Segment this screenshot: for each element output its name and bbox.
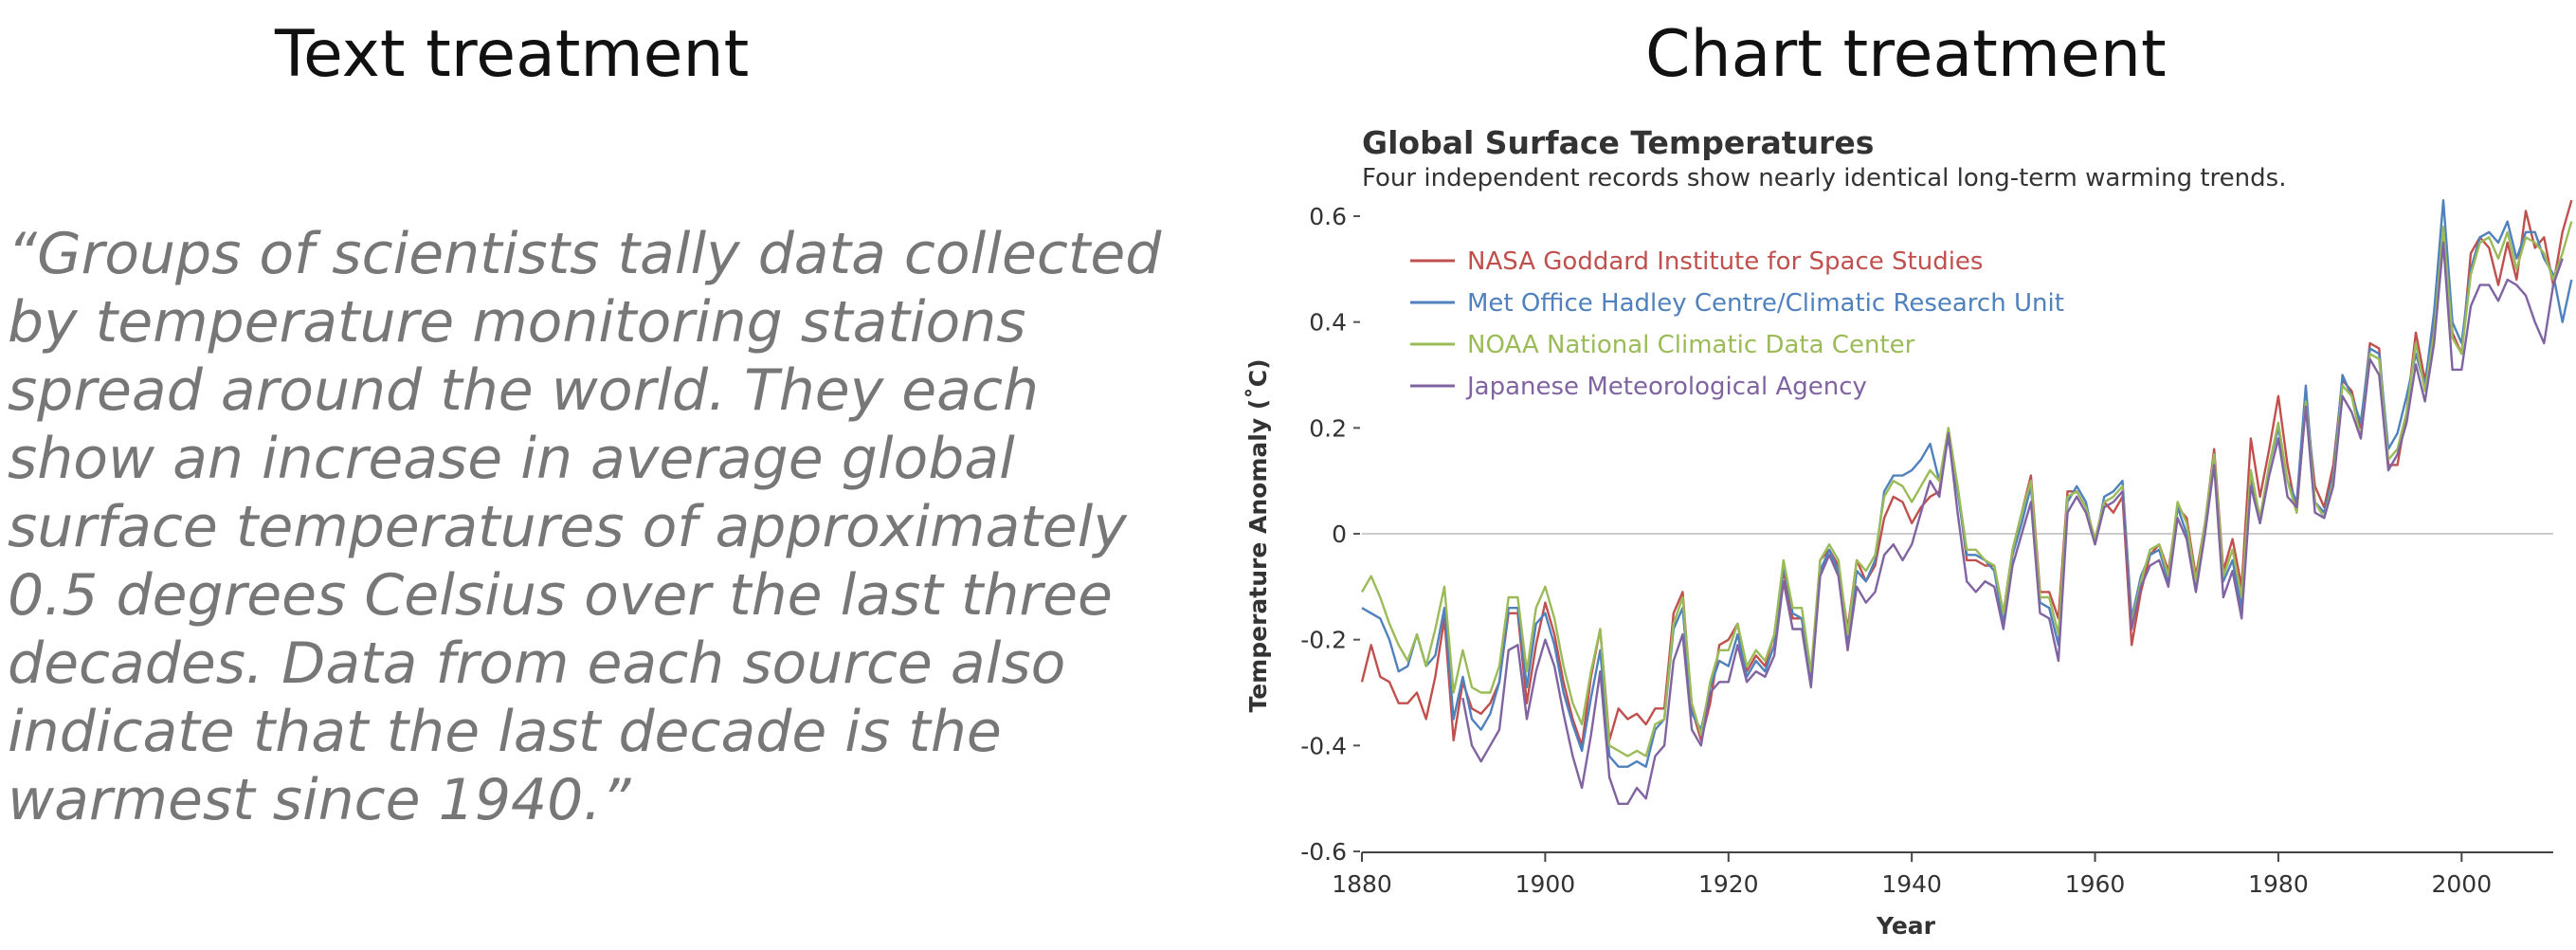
legend-label: Japanese Meteorological Agency [1465,373,1867,401]
text-treatment-heading: Text treatment [275,17,750,92]
temperature-chart: Global Surface Temperatures Four indepen… [1244,124,2573,940]
x-tick-label: 1960 [2065,870,2126,898]
y-tick-label: -0.4 [1300,732,1347,759]
y-axis: -0.6 -0.4 -0.2 0 0.2 0.4 0.6 [1300,203,1360,866]
x-tick-label: 1940 [1881,870,1942,898]
legend-label: Met Office Hadley Centre/Climatic Resear… [1467,289,2064,318]
y-tick-label: -0.2 [1300,627,1347,654]
x-axis: 1880 1900 1920 1940 1960 1980 2000 [1332,851,2553,898]
x-tick-label: 1980 [2248,870,2309,898]
y-tick-label: 0 [1332,521,1347,548]
legend-label: NOAA National Climatic Data Center [1467,331,1915,359]
chart-subtitle: Four independent records show nearly ide… [1362,164,2286,192]
y-tick-label: 0.4 [1309,309,1347,337]
series-line-3 [1461,241,2564,805]
y-axis-title: Temperature Anomaly (˚C) [1244,358,1272,712]
x-tick-label: 1880 [1332,870,1392,898]
series-line-2 [1360,221,2573,758]
series-line-0 [1360,199,2573,747]
x-axis-title: Year [1876,912,1936,940]
x-tick-label: 1900 [1515,870,1576,898]
series-lines [1360,199,2573,805]
y-tick-label: -0.6 [1300,838,1347,866]
series-line-1 [1361,199,2573,768]
legend-label: NASA Goddard Institute for Space Studies [1467,247,1983,276]
y-tick-label: 0.2 [1309,414,1347,442]
x-tick-label: 2000 [2431,870,2492,898]
legend: NASA Goddard Institute for Space Studies… [1410,247,2064,401]
y-tick-label: 0.6 [1309,203,1347,230]
chart-title: Global Surface Temperatures [1362,124,1874,161]
chart-treatment-heading: Chart treatment [1645,17,2167,92]
chart-panel: Global Surface Temperatures Four indepen… [1213,104,2576,950]
text-treatment-quote: “Groups of scientists tally data collect… [8,221,1162,833]
x-tick-label: 1920 [1698,870,1759,898]
